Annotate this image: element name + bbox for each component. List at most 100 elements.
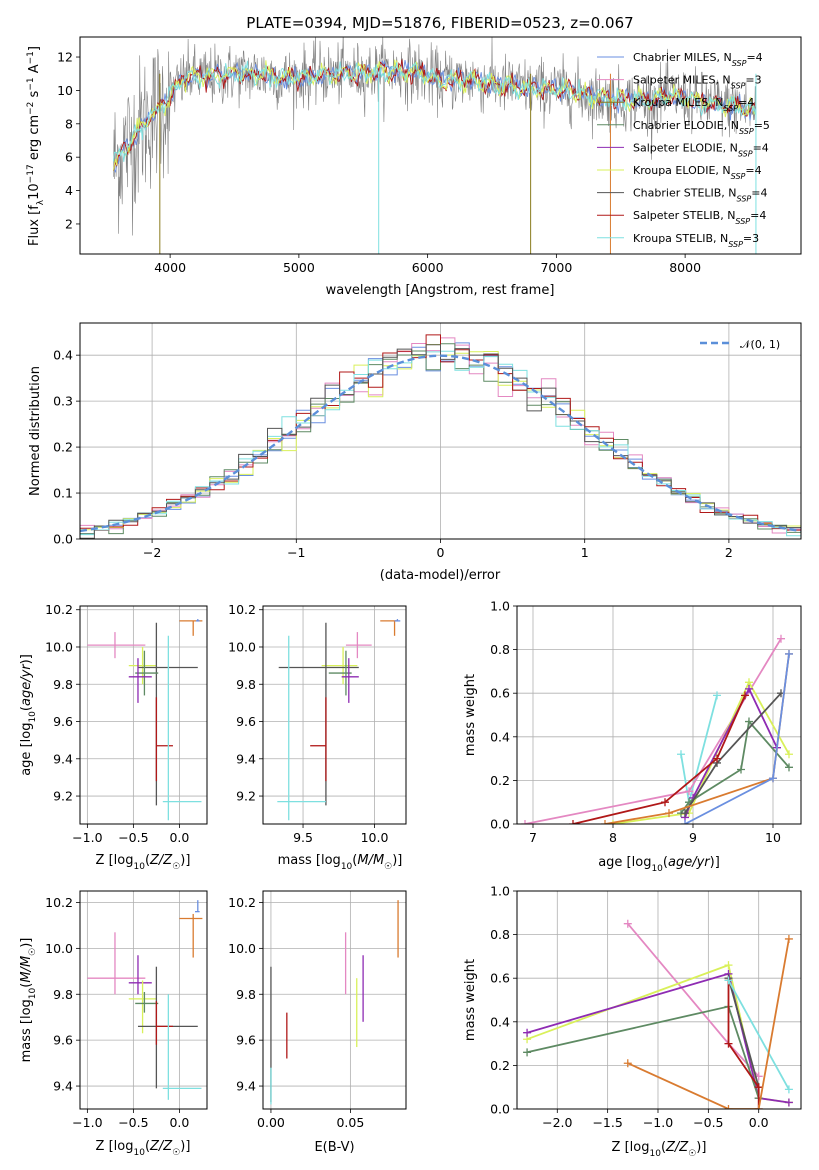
axes-frame xyxy=(262,890,407,1110)
x-tick-label: 2 xyxy=(725,545,733,560)
marker xyxy=(724,976,733,985)
y-tick-label: 0.4 xyxy=(490,729,510,744)
y-tick-label: 1.0 xyxy=(490,599,510,614)
x-tick-label: 9 xyxy=(689,830,697,845)
mass-weight-line xyxy=(727,977,760,1088)
error-bar-marker xyxy=(195,900,200,913)
mass-weight-line xyxy=(627,938,790,1109)
mass-weight-line xyxy=(727,980,760,1109)
marker xyxy=(784,1098,793,1107)
y-tick-label: 10.0 xyxy=(228,941,256,956)
error-bar-marker xyxy=(195,619,200,622)
y-tick-label: 9.6 xyxy=(236,1033,256,1048)
marker xyxy=(785,750,793,759)
plot-area xyxy=(87,619,203,821)
y-tick-label: 9.4 xyxy=(236,1079,256,1094)
y-tick-label: 0.0 xyxy=(490,1102,510,1117)
x-axis-label: age [log10(age/yr)] xyxy=(598,855,720,874)
error-bar-marker xyxy=(380,620,398,636)
x-tick-label: −1.0 xyxy=(72,1115,102,1130)
y-tick-label: 10.2 xyxy=(45,602,73,617)
y-axis-label: age [log10(age/yr)] xyxy=(19,654,38,776)
x-tick-label: 4000 xyxy=(154,260,186,275)
marker xyxy=(777,634,785,643)
error-bar-marker xyxy=(135,991,159,1013)
x-tick-label: −0.5 xyxy=(118,830,148,845)
plot-area xyxy=(523,919,793,1109)
x-axis-label: Z [log10(Z/Z☉)] xyxy=(612,1140,707,1159)
plot-area xyxy=(80,334,801,539)
marker xyxy=(741,691,749,700)
x-tick-label: 0.0 xyxy=(749,1115,769,1130)
marker xyxy=(724,1105,733,1109)
legend-label: Kroupa STELIB, NSSP=3 xyxy=(633,232,759,249)
axes-frame xyxy=(516,605,802,825)
y-tick-label: 12 xyxy=(57,50,73,65)
y-tick-label: 1.0 xyxy=(490,884,510,899)
error-bar-marker xyxy=(128,980,157,1034)
x-tick-label: 0.05 xyxy=(336,1115,364,1130)
marker xyxy=(523,1028,532,1037)
legend: 𝒩(0, 1) xyxy=(700,338,780,351)
y-tick-label: 8 xyxy=(65,116,73,131)
x-tick-label: −1.5 xyxy=(592,1115,622,1130)
x-tick-label: 0 xyxy=(437,545,445,560)
legend-label: Chabrier ELODIE, NSSP=5 xyxy=(633,119,770,136)
marker xyxy=(523,1048,532,1057)
y-tick-label: 0.2 xyxy=(490,1058,510,1073)
x-tick-label: 6000 xyxy=(412,260,444,275)
chart-title: PLATE=0394, MJD=51876, FIBERID=0523, z=0… xyxy=(246,14,633,32)
axes-frame xyxy=(516,890,802,1110)
error-bar-marker xyxy=(128,955,152,995)
marker xyxy=(569,820,577,824)
marker xyxy=(785,763,793,772)
y-tick-label: 10.2 xyxy=(228,895,256,910)
y-tick-label: 6 xyxy=(65,150,73,165)
marker xyxy=(661,798,669,807)
error-bar-marker xyxy=(87,932,146,995)
y-tick-label: 10.2 xyxy=(45,895,73,910)
mass-weight-line xyxy=(524,638,782,824)
x-axis-label: Z [log10(Z/Z☉)] xyxy=(96,1139,191,1158)
legend-label: Chabrier MILES, NSSP=4 xyxy=(633,51,763,68)
y-tick-label: 0.8 xyxy=(490,642,510,657)
error-bar-marker xyxy=(128,646,157,685)
marker xyxy=(754,1083,763,1092)
axes-mass-weight-vs-age: 7 8 9 10 0.0 0.2 0.4 0.6 0.8 1.0 age [log10(age/yr… xyxy=(463,599,802,874)
x-axis-label: E(B-V) xyxy=(314,1140,354,1155)
error-bar-marker xyxy=(179,620,203,636)
x-tick-label: 1 xyxy=(581,545,589,560)
x-axis-label: Z [log10(Z/Z☉)] xyxy=(96,853,191,872)
y-tick-label: 0.6 xyxy=(490,686,510,701)
marker xyxy=(724,961,733,970)
error-bar-marker xyxy=(162,635,202,821)
y-tick-label: 0.4 xyxy=(53,348,73,363)
x-tick-label: 0.00 xyxy=(257,1115,285,1130)
x-tick-label: 8000 xyxy=(669,260,701,275)
x-tick-label: −2 xyxy=(143,545,161,560)
normal-curve xyxy=(80,354,801,533)
error-bar-marker xyxy=(321,646,358,685)
mass-weight-line xyxy=(526,1005,760,1099)
x-tick-label: −2.0 xyxy=(542,1115,572,1130)
legend-label: Chabrier STELIB, NSSP=4 xyxy=(633,187,767,204)
axes-mass-vs-ebv: 0.00 0.05 9.4 9.6 9.8 10.0 10.2 E(B-V) xyxy=(228,890,407,1155)
marker xyxy=(623,1059,632,1068)
marker xyxy=(713,691,721,700)
x-tick-label: 7000 xyxy=(540,260,572,275)
axes-frame xyxy=(79,36,802,255)
y-tick-label: 0.3 xyxy=(53,394,73,409)
y-axis-label: Normed distribution xyxy=(28,366,43,496)
error-bar-marker xyxy=(310,697,327,782)
x-tick-label: 10.0 xyxy=(361,830,389,845)
error-bar-marker xyxy=(328,650,352,696)
marker xyxy=(745,717,753,726)
x-tick-label: 0.0 xyxy=(169,830,189,845)
x-tick-label: 0.0 xyxy=(169,1115,189,1130)
plot-area xyxy=(113,37,757,254)
error-bar-marker xyxy=(345,632,372,659)
marker xyxy=(745,684,753,693)
axes-frame xyxy=(262,605,407,825)
axes-age-vs-Z: −1.0 −0.5 0.0 9.2 9.4 9.6 9.8 10.0 10.2 age [log1… xyxy=(19,602,208,872)
